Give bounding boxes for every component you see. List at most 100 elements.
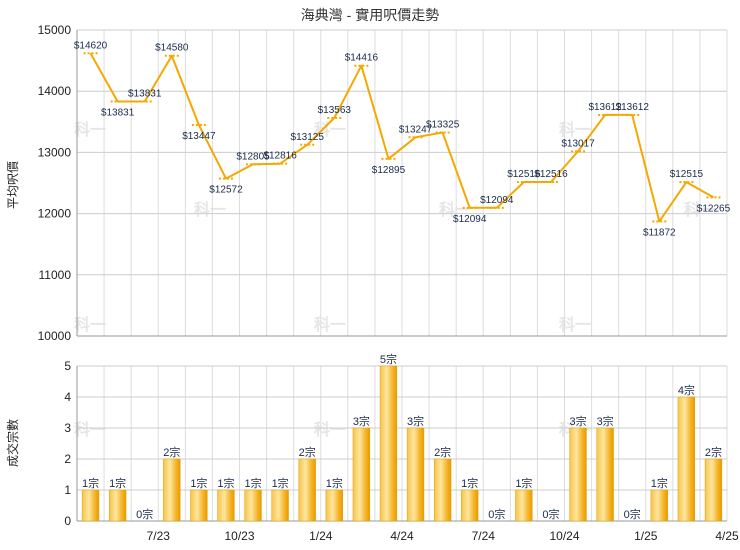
price-data-label: $12094 bbox=[480, 195, 514, 206]
price-data-label: $13325 bbox=[426, 120, 460, 131]
volume-data-label: 5宗 bbox=[380, 352, 397, 366]
x-tick-label: 10/24 bbox=[549, 529, 579, 543]
price-data-label: $11872 bbox=[643, 227, 676, 238]
volume-data-label: 1宗 bbox=[82, 476, 99, 490]
volume-bar bbox=[298, 458, 316, 522]
volume-axis-label: 成交宗數 bbox=[5, 419, 20, 467]
volume-bar bbox=[352, 427, 371, 522]
price-data-label: $12572 bbox=[209, 185, 243, 196]
volume-data-label: 1宗 bbox=[326, 476, 343, 490]
price-watermark: 科一 bbox=[74, 120, 106, 139]
price-watermark: 科一 bbox=[559, 120, 591, 139]
volume-bar bbox=[704, 458, 723, 522]
volume-data-label: 2宗 bbox=[705, 445, 722, 459]
price-watermark: 科一 bbox=[439, 200, 471, 219]
volume-y-tick-label: 5 bbox=[64, 359, 71, 373]
x-tick-label: 10/23 bbox=[224, 529, 254, 543]
volume-bar bbox=[108, 489, 127, 522]
price-data-label: $12805 bbox=[236, 151, 270, 162]
price-watermark: 科一 bbox=[314, 315, 346, 334]
volume-bar bbox=[325, 489, 343, 522]
volume-data-label: 3宗 bbox=[407, 414, 424, 428]
volume-watermark: 科一 bbox=[74, 420, 106, 439]
volume-bar bbox=[406, 427, 425, 522]
price-data-label: $12516 bbox=[507, 169, 541, 180]
volume-data-label: 1宗 bbox=[244, 476, 261, 490]
price-data-label: $13612 bbox=[588, 102, 622, 113]
volume-bar bbox=[244, 489, 262, 522]
price-data-label: $12515 bbox=[670, 169, 704, 180]
volume-data-label: 3宗 bbox=[597, 414, 614, 428]
volume-bar bbox=[515, 489, 533, 522]
volume-bar bbox=[379, 365, 398, 522]
x-tick-label: 1/25 bbox=[634, 529, 658, 543]
volume-bar bbox=[569, 427, 587, 522]
volume-y-tick-label: 1 bbox=[64, 483, 71, 497]
x-tick-label: 7/23 bbox=[147, 529, 171, 543]
x-tick-label: 4/24 bbox=[390, 529, 414, 543]
volume-bar bbox=[163, 458, 181, 522]
price-data-label: $12895 bbox=[372, 165, 406, 176]
price-data-label: $14620 bbox=[74, 40, 108, 51]
volume-data-label: 1宗 bbox=[272, 476, 289, 490]
volume-y-tick-label: 0 bbox=[64, 514, 71, 528]
volume-data-label: 3宗 bbox=[569, 414, 586, 428]
price-line bbox=[89, 52, 714, 223]
volume-data-label: 2宗 bbox=[163, 445, 180, 459]
x-tick-label: 4/25 bbox=[715, 529, 739, 543]
volume-panel: 科一科一科一0123451宗1宗0宗2宗1宗1宗1宗1宗2宗1宗3宗5宗3宗2宗… bbox=[64, 352, 739, 543]
volume-bar bbox=[190, 489, 208, 522]
price-data-label: $12816 bbox=[263, 151, 297, 162]
price-y-tick-label: 14000 bbox=[38, 84, 72, 98]
price-data-label: $14580 bbox=[155, 43, 189, 54]
price-data-label: $13831 bbox=[101, 108, 135, 119]
price-data-label: $13247 bbox=[399, 124, 433, 135]
price-data-label: $13125 bbox=[291, 132, 325, 143]
price-data-label: $13612 bbox=[616, 102, 650, 113]
volume-data-label: 1宗 bbox=[217, 476, 234, 490]
volume-y-tick-label: 4 bbox=[64, 390, 71, 404]
volume-data-label: 1宗 bbox=[461, 476, 478, 490]
volume-bar bbox=[81, 489, 100, 522]
price-y-tick-label: 12000 bbox=[38, 207, 72, 221]
volume-data-label: 3宗 bbox=[353, 414, 370, 428]
volume-bar bbox=[217, 489, 235, 522]
volume-data-label: 1宗 bbox=[651, 476, 668, 490]
volume-data-label: 1宗 bbox=[190, 476, 207, 490]
price-data-label: $12094 bbox=[453, 214, 487, 225]
price-watermark: 科一 bbox=[74, 315, 106, 334]
volume-data-label: 0宗 bbox=[488, 507, 505, 521]
price-watermark: 科一 bbox=[559, 315, 591, 334]
price-data-label: $12516 bbox=[534, 169, 568, 180]
volume-data-label: 0宗 bbox=[542, 507, 559, 521]
volume-watermark: 科一 bbox=[314, 420, 346, 439]
volume-data-label: 0宗 bbox=[136, 507, 153, 521]
price-y-tick-label: 15000 bbox=[38, 23, 72, 37]
volume-bar bbox=[677, 396, 696, 522]
volume-bar bbox=[433, 458, 452, 522]
price-y-tick-label: 10000 bbox=[38, 329, 72, 343]
price-watermark: 科一 bbox=[314, 120, 346, 139]
price-data-label: $13017 bbox=[561, 138, 595, 149]
price-data-label: $14416 bbox=[345, 53, 379, 64]
volume-data-label: 0宗 bbox=[624, 507, 641, 521]
volume-data-label: 1宗 bbox=[109, 476, 126, 490]
volume-bar bbox=[650, 489, 668, 522]
volume-data-label: 4宗 bbox=[678, 383, 695, 397]
volume-bar bbox=[596, 427, 614, 522]
volume-bar bbox=[461, 489, 479, 522]
price-y-tick-label: 11000 bbox=[39, 268, 72, 282]
volume-data-label: 2宗 bbox=[434, 445, 451, 459]
volume-bar bbox=[271, 489, 289, 522]
volume-data-label: 2宗 bbox=[299, 445, 316, 459]
volume-y-tick-label: 2 bbox=[64, 452, 71, 466]
x-tick-label: 7/24 bbox=[472, 529, 496, 543]
price-data-label: $13447 bbox=[182, 131, 216, 142]
chart-title: 海典灣 - 實用呎價走勢 bbox=[301, 7, 439, 23]
price-y-tick-label: 13000 bbox=[38, 145, 72, 159]
volume-data-label: 1宗 bbox=[515, 476, 532, 490]
volume-y-tick-label: 3 bbox=[64, 421, 71, 435]
